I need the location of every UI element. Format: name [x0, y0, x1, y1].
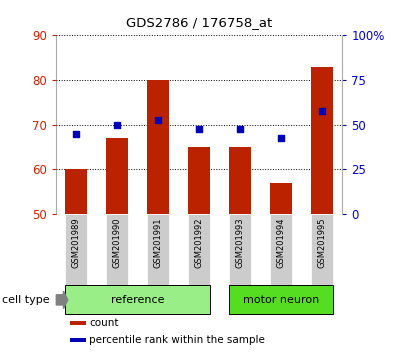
Bar — [106, 214, 129, 285]
Bar — [106, 138, 129, 214]
Bar — [229, 147, 251, 214]
Point — [114, 122, 120, 127]
Text: GSM201992: GSM201992 — [195, 217, 203, 268]
Text: GSM201995: GSM201995 — [317, 217, 326, 268]
Text: GSM201994: GSM201994 — [276, 217, 285, 268]
Bar — [70, 321, 86, 325]
Text: reference: reference — [111, 295, 164, 305]
Text: GSM201990: GSM201990 — [113, 217, 122, 268]
Point — [73, 131, 79, 136]
Bar — [188, 214, 210, 285]
Bar — [188, 147, 210, 214]
Point — [155, 117, 161, 123]
Point — [196, 126, 202, 132]
FancyArrow shape — [56, 291, 68, 309]
Bar — [229, 214, 251, 285]
Text: GSM201993: GSM201993 — [236, 217, 244, 268]
Bar — [65, 169, 88, 214]
Text: percentile rank within the sample: percentile rank within the sample — [89, 336, 265, 346]
Text: GSM201989: GSM201989 — [72, 217, 81, 268]
Bar — [70, 338, 86, 342]
Bar — [310, 67, 333, 214]
Bar — [65, 214, 88, 285]
Bar — [147, 80, 169, 214]
Text: count: count — [89, 318, 119, 327]
Text: GDS2786 / 176758_at: GDS2786 / 176758_at — [126, 16, 272, 29]
Bar — [147, 214, 169, 285]
Bar — [65, 285, 210, 314]
Text: GSM201991: GSM201991 — [154, 217, 162, 268]
Point — [278, 135, 284, 141]
Bar — [269, 183, 292, 214]
Bar — [269, 214, 292, 285]
Point — [237, 126, 243, 132]
Bar — [229, 285, 333, 314]
Point — [319, 108, 325, 114]
Text: motor neuron: motor neuron — [243, 295, 319, 305]
Text: cell type: cell type — [2, 295, 50, 305]
Bar — [310, 214, 333, 285]
